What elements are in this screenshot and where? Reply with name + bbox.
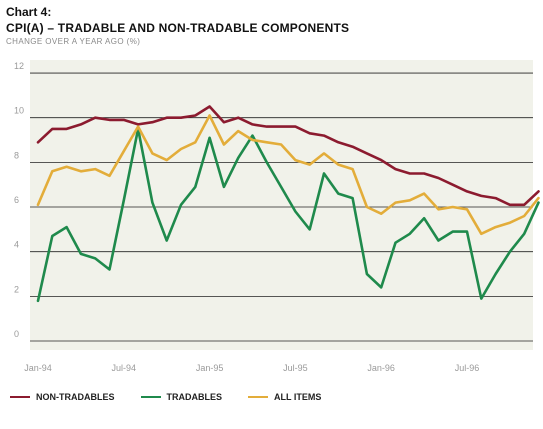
- legend-label-tradables: TRADABLES: [166, 392, 223, 402]
- chart-legend: NON-TRADABLES TRADABLES ALL ITEMS: [10, 390, 347, 404]
- y-tick-label-8: 8: [14, 150, 19, 160]
- plot-background: [30, 60, 533, 350]
- y-tick-label-4: 4: [14, 240, 19, 250]
- y-tick-label-10: 10: [14, 106, 24, 116]
- x-tick-label-jul-94: Jul-94: [112, 363, 137, 373]
- series-line-non-tradables: [36, 105, 540, 207]
- chart-number: Chart 4:: [6, 5, 52, 19]
- chart-title: CPI(A) – TRADABLE AND NON-TRADABLE COMPO…: [6, 21, 350, 35]
- legend-item-non-tradables: NON-TRADABLES: [10, 392, 115, 402]
- legend-swatch-tradables: [140, 396, 161, 398]
- x-tick-label-jan-94: Jan-94: [24, 363, 52, 373]
- legend-item-all-items: ALL ITEMS: [248, 392, 321, 402]
- x-tick-label-jul-95: Jul-95: [283, 363, 308, 373]
- chart-header: Chart 4: CPI(A) – TRADABLE AND NON-TRADA…: [6, 4, 349, 48]
- legend-label-non-tradables: NON-TRADABLES: [36, 392, 115, 402]
- x-tick-label-jan-95: Jan-95: [196, 363, 224, 373]
- y-tick-label-12: 12: [14, 61, 24, 71]
- legend-item-tradables: TRADABLES: [140, 392, 223, 402]
- series-line-all-items: [36, 114, 540, 236]
- y-tick-label-6: 6: [14, 195, 19, 205]
- chart-subtitle: CHANGE OVER A YEAR AGO (%): [6, 37, 141, 46]
- y-tick-label-2: 2: [14, 284, 19, 294]
- legend-swatch-all-items: [248, 396, 268, 398]
- series-line-tradables: [36, 127, 540, 303]
- x-tick-label-jan-96: Jan-96: [367, 363, 395, 373]
- legend-swatch-non-tradables: [10, 396, 30, 398]
- y-tick-label-0: 0: [14, 329, 19, 339]
- x-tick-label-jul-96: Jul-96: [455, 363, 480, 373]
- legend-label-all-items: ALL ITEMS: [274, 392, 322, 402]
